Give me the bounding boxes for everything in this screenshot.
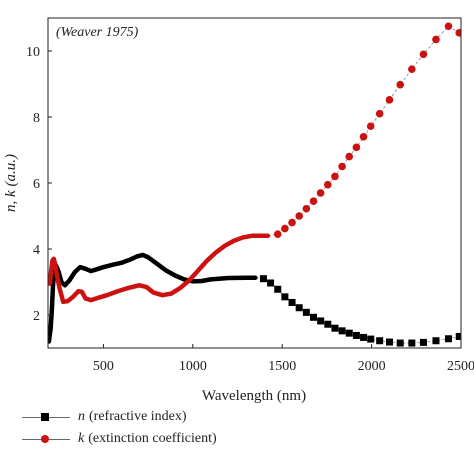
series-k-point: [396, 80, 405, 89]
series-n-point: [302, 308, 310, 316]
series-n-point: [338, 327, 346, 335]
legend-item-k: k (extinction coefficient): [22, 428, 217, 450]
series-n-point: [396, 339, 404, 347]
series-n-point: [385, 338, 393, 346]
y-tick-label: 10: [26, 45, 40, 60]
series-n-point: [352, 331, 360, 339]
series-n-point: [288, 298, 296, 306]
series-k-point: [281, 224, 289, 233]
legend-swatch-square-icon: [22, 410, 70, 424]
series-n-point: [267, 279, 275, 287]
y-tick-label: 6: [33, 177, 40, 192]
series-n-point: [310, 313, 317, 321]
series-n-point: [444, 335, 452, 343]
series-k-point: [359, 133, 368, 141]
series-k-point: [375, 109, 384, 118]
series-n-point: [324, 320, 332, 328]
series-k-point: [295, 212, 303, 220]
series-n-point: [419, 338, 427, 346]
series-n-point: [432, 337, 440, 345]
series-n-point: [360, 333, 368, 341]
series-n-point: [281, 293, 289, 301]
series-k-point: [324, 180, 332, 189]
x-tick-label: 2500: [447, 359, 474, 374]
series-k-curve: [48, 233, 271, 305]
series-k-point: [316, 189, 325, 197]
series-k-point: [273, 230, 282, 238]
series-k-point: [455, 29, 461, 37]
series-k-point: [419, 50, 428, 59]
series-k-point: [288, 218, 296, 227]
legend: n (refractive index) k (extinction coeff…: [22, 406, 217, 450]
series-k-point: [338, 162, 346, 171]
chart-annotation: (Weaver 1975): [56, 25, 139, 40]
series-n-point: [376, 337, 384, 345]
series-n-point: [274, 285, 282, 293]
series-k-point: [444, 22, 453, 31]
legend-desc-n: (refractive index): [89, 409, 187, 424]
legend-symbol-n: n: [78, 409, 85, 424]
series-k-point: [302, 204, 311, 213]
series-k-point: [432, 35, 440, 44]
series-k-point: [366, 122, 375, 131]
y-tick-label: 4: [33, 243, 40, 258]
series-k-point: [385, 96, 394, 104]
y-axis-title: n, k (a.u.): [3, 154, 19, 212]
legend-desc-k: (extinction coefficient): [88, 431, 217, 446]
x-axis-title: Wavelength (nm): [202, 388, 306, 404]
series-n-point: [367, 335, 375, 343]
series-k-guide-line: [267, 25, 460, 237]
legend-swatch-circle-icon: [22, 432, 70, 446]
y-tick-label: 8: [33, 111, 40, 126]
x-tick-label: 1000: [179, 359, 207, 374]
series-k-point: [352, 143, 361, 152]
series-n-point: [331, 324, 339, 332]
series-n-point: [295, 304, 303, 312]
series-k-point: [331, 172, 339, 181]
series-n-point: [317, 317, 325, 325]
series-n-point: [408, 339, 416, 347]
x-tick-label: 500: [93, 359, 114, 374]
series-n-curve: [48, 252, 258, 344]
series-n-point: [259, 275, 267, 283]
x-tick-label: 1500: [268, 359, 296, 374]
legend-symbol-k: k: [78, 431, 85, 446]
series-k-point: [408, 65, 416, 73]
series-n-point: [455, 332, 461, 340]
series-k-point: [345, 152, 354, 161]
legend-item-n: n (refractive index): [22, 406, 217, 428]
series-k-point: [309, 197, 318, 205]
series-n-point: [345, 329, 353, 337]
plot-frame: [47, 17, 462, 349]
y-tick-label: 2: [33, 309, 40, 324]
x-tick-label: 2000: [358, 359, 386, 374]
